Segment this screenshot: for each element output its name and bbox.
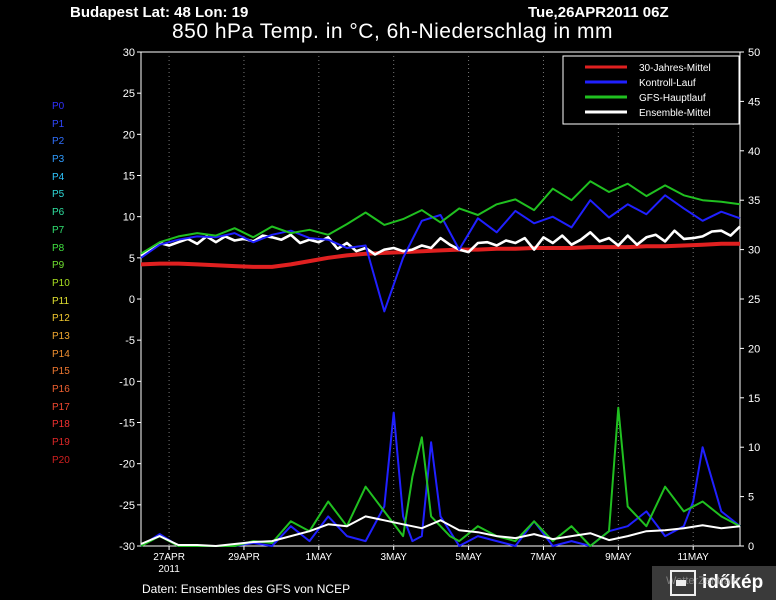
x-tick-label: 29APR — [228, 552, 260, 563]
chart-title: 850 hPa Temp. in °C, 6h-Niederschlag in … — [172, 20, 614, 43]
member-label: P3 — [52, 154, 65, 166]
y-right-tick-label: 15 — [748, 393, 760, 405]
member-label: P16 — [52, 384, 70, 395]
member-label: P7 — [52, 224, 65, 236]
series-line — [140, 241, 740, 269]
series-line — [140, 411, 741, 547]
y-right-tick-label: 20 — [748, 343, 760, 355]
y-left-tick-label: -30 — [119, 541, 135, 553]
member-label: P4 — [52, 171, 65, 183]
y-left-tick-label: 25 — [123, 88, 135, 100]
legend-label: Ensemble-Mittel — [639, 108, 711, 119]
member-label: P17 — [52, 401, 70, 413]
y-left-tick-label: -25 — [119, 500, 135, 512]
member-label: P10 — [52, 277, 70, 289]
member-label: P11 — [52, 295, 70, 307]
y-left-tick-label: -10 — [119, 376, 135, 388]
y-right-tick-label: 10 — [748, 442, 760, 454]
run-datetime: Tue,26APR2011 06Z — [528, 4, 669, 21]
member-label: P18 — [52, 419, 70, 431]
y-right-tick-label: 45 — [748, 96, 760, 108]
plot-frame — [140, 51, 741, 547]
x-tick-label: 9MAY — [605, 552, 632, 563]
series-line — [140, 180, 741, 255]
series-line — [140, 406, 741, 547]
member-label: P20 — [52, 454, 70, 466]
y-left-tick-label: 10 — [123, 212, 135, 224]
y-right-tick-label: 5 — [748, 492, 754, 504]
member-label: P8 — [52, 242, 65, 254]
x-tick-sublabel: 2011 — [158, 564, 180, 575]
y-right-tick-label: 0 — [748, 541, 754, 553]
y-right-tick-label: 30 — [748, 245, 760, 257]
y-left-tick-label: -20 — [119, 459, 135, 471]
member-label: P5 — [52, 189, 65, 201]
x-tick-label: 7MAY — [530, 552, 557, 563]
brand-name: időkép — [702, 572, 764, 593]
y-right-tick-label: 35 — [748, 195, 760, 207]
member-label: P6 — [52, 207, 65, 219]
y-right-tick-label: 50 — [748, 47, 760, 59]
x-tick-label: 5MAY — [455, 552, 482, 563]
series-line — [140, 194, 741, 313]
ensemble-member-list: P0 P1 P2 P3 P4 P5 P6 P7 P8 P9 P10 P11 P12 P13 P14 P15 P1… — [52, 98, 70, 469]
member-label: P1 — [52, 118, 65, 130]
brand-badge[interactable]: WetterZentrale időkép — [652, 566, 776, 600]
legend-label: 30-Jahres-Mittel — [639, 63, 711, 74]
member-label: P13 — [52, 330, 70, 342]
series-line — [140, 225, 741, 258]
member-label: P9 — [52, 260, 65, 272]
legend-label: Kontroll-Lauf — [639, 78, 696, 89]
legend-label: GFS-Hauptlauf — [639, 93, 706, 104]
location-label: Budapest Lat: 48 Lon: 19 — [70, 4, 249, 21]
x-tick-label: 27APR — [153, 552, 185, 563]
member-label: P0 — [52, 101, 65, 112]
y-left-tick-label: -15 — [119, 418, 135, 430]
y-left-tick-label: 30 — [123, 47, 135, 59]
member-label: P2 — [52, 136, 65, 148]
member-label: P19 — [52, 437, 70, 449]
member-label: P15 — [52, 366, 70, 378]
series-line — [140, 515, 741, 547]
y-right-tick-label: 25 — [748, 294, 760, 306]
x-tick-label: 1MAY — [306, 552, 333, 563]
data-source: Daten: Ensembles des GFS von NCEP — [142, 582, 351, 596]
x-tick-label: 11MAY — [678, 552, 710, 563]
y-left-tick-label: 0 — [129, 294, 135, 306]
y-left-tick-label: 15 — [123, 171, 135, 183]
x-tick-label: 3MAY — [380, 552, 407, 563]
member-label: P14 — [52, 348, 70, 360]
y-left-tick-label: 5 — [129, 253, 135, 265]
y-right-tick-label: 40 — [748, 146, 760, 158]
y-left-tick-label: 20 — [123, 129, 135, 141]
member-label: P12 — [52, 313, 70, 325]
y-left-tick-label: -5 — [125, 335, 135, 347]
camera-icon — [670, 570, 696, 596]
